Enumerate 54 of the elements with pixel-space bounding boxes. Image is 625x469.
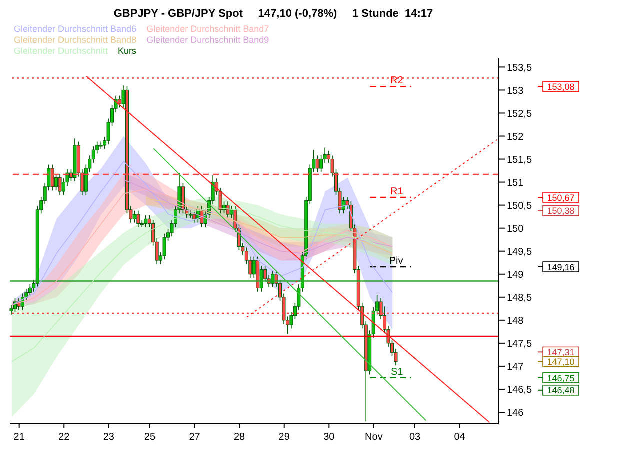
candlestick <box>316 155 320 173</box>
candlestick <box>28 284 32 297</box>
ref-line-label: Piv <box>389 256 404 268</box>
y-tick-label: 146 <box>507 408 524 420</box>
x-tick-label: 27 <box>189 432 201 443</box>
x-tick-label: 30 <box>324 432 336 443</box>
y-tick-label: 152,5 <box>507 108 532 120</box>
text: Kurs <box>118 46 137 57</box>
y-tick-label: 150 <box>507 224 524 235</box>
ref-line-label: R2 <box>390 76 404 87</box>
candlestick <box>162 233 166 260</box>
text: Gleitender Durchschnitt Band7 <box>146 24 270 35</box>
y-tick-label: 147 <box>507 362 524 374</box>
ref-line-label: R1 <box>390 186 404 198</box>
x-tick-label: 25 <box>144 432 156 443</box>
ref-line-label: 146,75 <box>547 373 575 384</box>
x-tick-label: 04 <box>454 432 466 443</box>
ref-line-label: 147,10 <box>547 357 575 368</box>
text: Gleitender Durchschnitt Band6 <box>14 24 137 35</box>
y-tick-label: 147,5 <box>507 338 532 350</box>
chart-title: GBPJPY - GBP/JPY Spot 147,10 (-0,78%) 1 Stunde 14:17 <box>112 8 434 20</box>
y-tick-label: 153 <box>507 86 524 97</box>
text: Gleitender Durchschnitt <box>14 46 108 57</box>
y-tick-label: 149 <box>507 270 524 281</box>
ref-line-label: 150,38 <box>547 206 575 216</box>
candlestick <box>136 210 140 228</box>
candlestick <box>226 201 230 219</box>
x-tick-label: Nov <box>365 432 383 443</box>
candlestick <box>132 210 136 224</box>
x-tick-label: 22 <box>58 432 70 443</box>
y-tick-label: 151 <box>507 178 524 189</box>
ref-line-label: 149,16 <box>547 262 575 272</box>
line-series <box>146 198 394 254</box>
x-tick-label: 03 <box>409 432 422 443</box>
x-tick-label: 23 <box>103 432 115 443</box>
y-tick-label: 148,5 <box>507 292 532 304</box>
candlestick <box>144 215 148 228</box>
y-tick-label: 146,5 <box>507 385 532 396</box>
x-tick-label: 29 <box>278 432 290 443</box>
ref-line-label: 153,08 <box>547 82 575 92</box>
y-tick-label: 149,5 <box>507 246 532 258</box>
ref-line-label: S1 <box>391 366 404 378</box>
text: Gleitender Durchschnitt Band9 <box>146 35 270 46</box>
y-tick-label: 153,5 <box>507 62 532 74</box>
text: Gleitender Durchschnitt Band8 <box>14 35 137 46</box>
ref-line-label: 147,31 <box>547 347 575 358</box>
x-tick-label: 28 <box>234 432 246 443</box>
y-tick-label: 152 <box>507 132 524 143</box>
y-tick-label: 148 <box>507 316 524 327</box>
y-tick-label: 150,5 <box>507 200 532 212</box>
ref-line-label: 146,48 <box>547 386 575 396</box>
ref-line-label: 150,67 <box>547 192 575 203</box>
y-tick-label: 151,5 <box>507 154 532 166</box>
x-tick-label: 21 <box>14 432 26 443</box>
